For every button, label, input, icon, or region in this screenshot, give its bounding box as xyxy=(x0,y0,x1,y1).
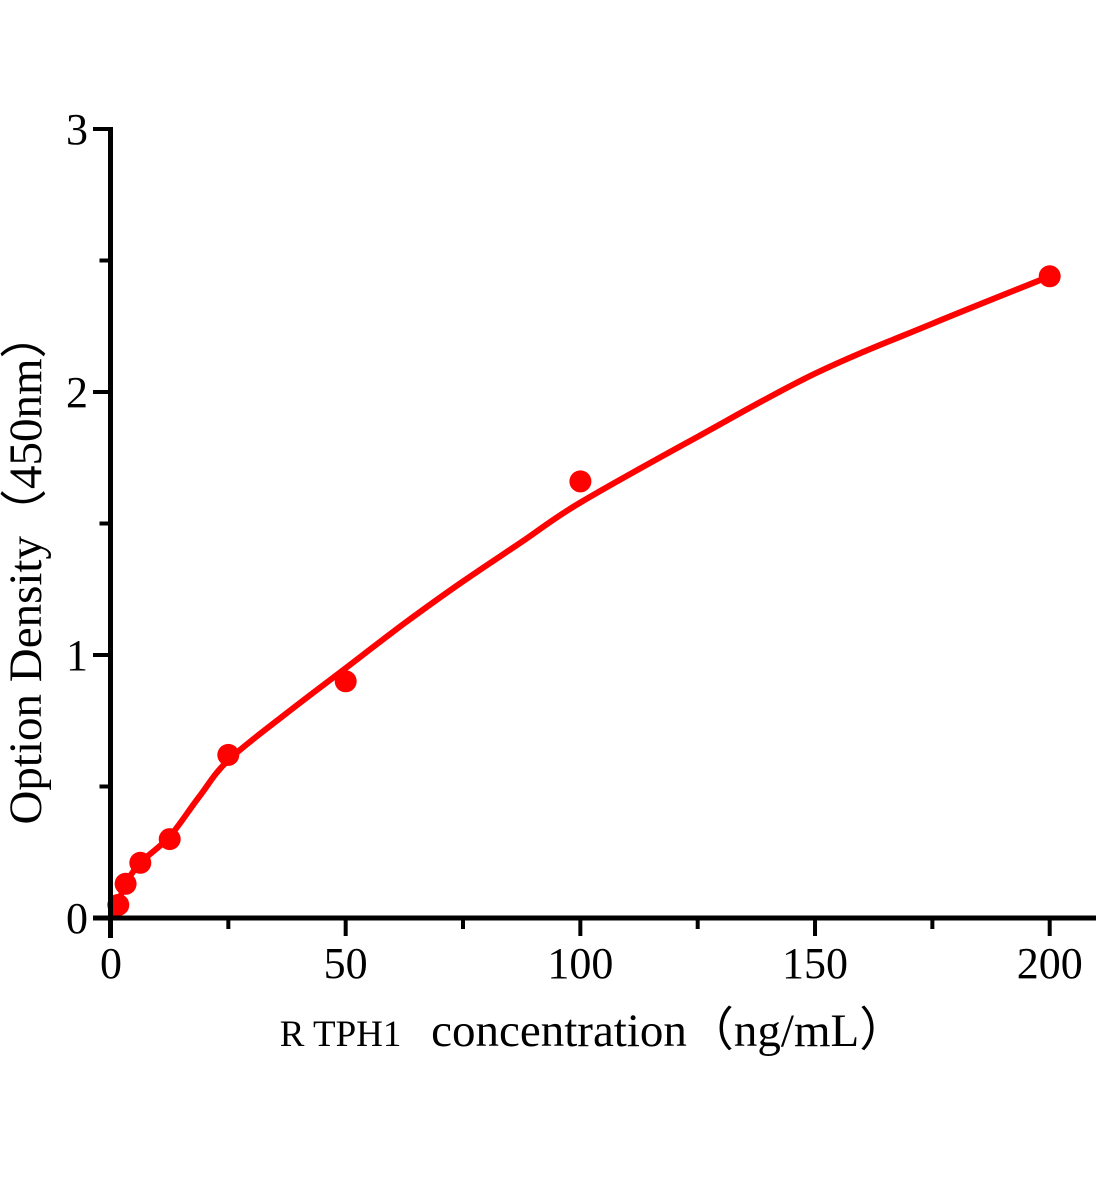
y-axis-label: Option Density（450nm） xyxy=(0,311,52,824)
y-tick-label: 1 xyxy=(66,631,88,680)
fit-curve-line xyxy=(108,273,1053,921)
data-point xyxy=(158,828,181,851)
y-axis-ticks xyxy=(93,127,111,920)
data-point xyxy=(569,470,592,493)
data-point xyxy=(1038,265,1061,288)
x-axis-label-main: concentration（ng/mL） xyxy=(431,1005,906,1057)
y-tick-label: 0 xyxy=(66,894,88,943)
axes xyxy=(93,127,1096,938)
x-tick-label: 200 xyxy=(1017,939,1083,988)
x-tick-label: 0 xyxy=(100,939,122,988)
y-tick-label: 2 xyxy=(66,368,88,417)
data-point xyxy=(334,670,357,693)
data-point xyxy=(217,743,240,766)
x-axis-label-prefix: R TPH1 xyxy=(280,1014,402,1055)
y-axis-tick-labels: 0 1 2 3 xyxy=(66,105,88,943)
data-points xyxy=(107,265,1061,916)
x-tick-label: 50 xyxy=(324,939,368,988)
x-axis-tick-labels: 0 50 100 150 200 xyxy=(100,939,1083,988)
x-axis-ticks xyxy=(109,918,1052,936)
y-tick-label: 3 xyxy=(66,105,88,154)
data-point xyxy=(114,872,137,895)
data-point xyxy=(129,851,152,874)
x-axis-label: R TPH1 concentration（ng/mL） xyxy=(280,1005,907,1057)
x-tick-label: 100 xyxy=(547,939,613,988)
x-tick-label: 150 xyxy=(782,939,848,988)
